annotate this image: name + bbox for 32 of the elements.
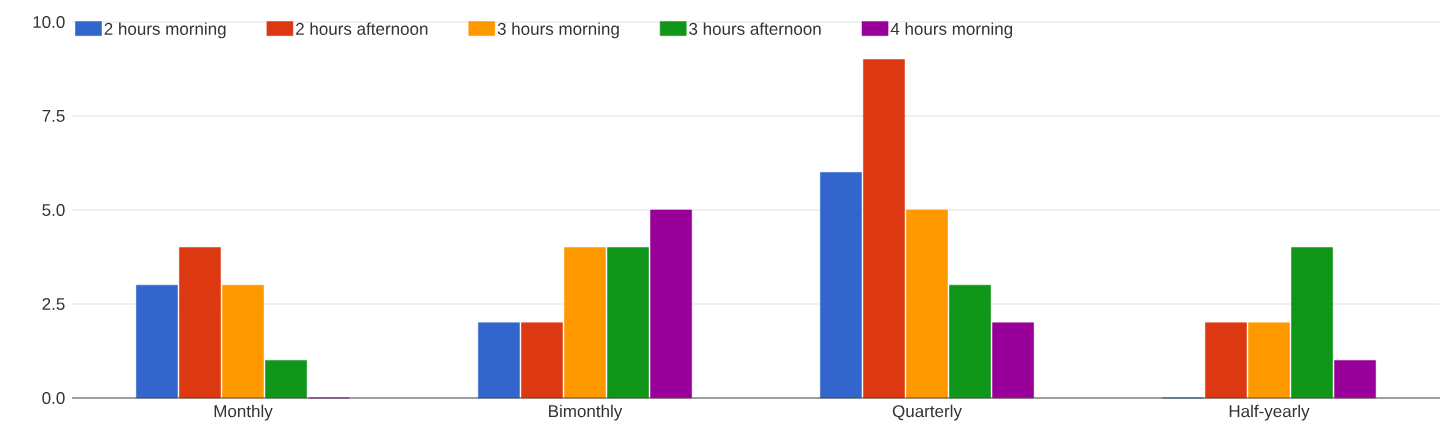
bar: [478, 322, 520, 399]
bar: [521, 322, 563, 399]
bar: [906, 209, 948, 399]
bar: [136, 284, 178, 399]
x-tick-label: Bimonthly: [549, 404, 623, 421]
legend-label: 3 hours morning: [497, 22, 619, 39]
x-tick-label: Monthly: [214, 404, 273, 421]
bar: [650, 209, 692, 399]
bar: [1291, 247, 1333, 399]
bar: [992, 322, 1034, 399]
x-tick-label: Half-yearly: [1229, 404, 1310, 421]
bar: [222, 284, 264, 399]
y-tick-label: 2.5: [42, 297, 65, 311]
legend-label: 4 hours morning: [890, 22, 1013, 39]
y-tick-label: 7.5: [42, 110, 65, 122]
bar: [1205, 322, 1247, 399]
bar: [820, 172, 862, 399]
bar: [564, 247, 606, 399]
bar: [863, 59, 905, 399]
legend-label: 2 hours afternoon: [296, 22, 428, 35]
y-tick-label: 5.0: [42, 203, 65, 217]
bar: [179, 247, 221, 399]
legend-label: 3 hours afternoon: [689, 22, 821, 35]
bar: [949, 284, 991, 399]
bar: [1248, 322, 1290, 399]
x-tick-label: Quarterly: [892, 404, 962, 421]
bar: [607, 247, 649, 399]
y-tick-label: 10.0: [33, 15, 65, 29]
y-tick-label: 0.0: [42, 391, 65, 405]
legend-label: 2 hours morning: [104, 22, 226, 39]
bar: [1334, 360, 1376, 399]
bar: [265, 360, 307, 399]
